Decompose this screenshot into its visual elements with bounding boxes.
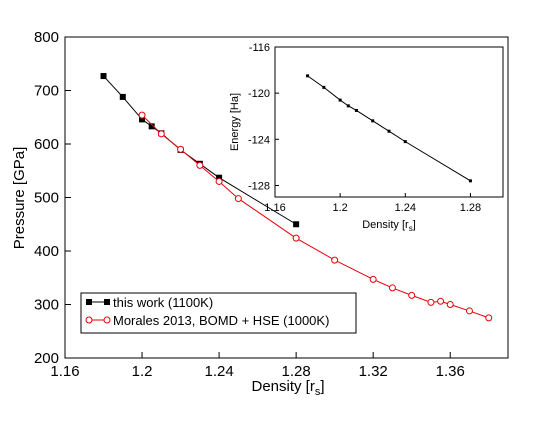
inset-x-tick-label: 1.28: [460, 202, 481, 214]
main-x-tick-label: 1.28: [282, 363, 311, 380]
main-series-0-point: [148, 123, 155, 130]
main-x-tick-label: 1.2: [132, 363, 153, 380]
main-y-tick-label: 700: [34, 83, 59, 100]
main-x-axis-title-subscript: s: [315, 386, 321, 398]
main-series-0-point: [216, 174, 223, 181]
inset-series-layer: [306, 74, 472, 183]
inset-series-0-point: [371, 119, 375, 123]
inset-x-tick-label: 1.16: [264, 202, 285, 214]
main-y-axis: 200 300 400 500 600 700 800: [34, 29, 71, 367]
main-x-tick-label: 1.16: [50, 363, 79, 380]
main-series-1-point: [369, 275, 377, 283]
main-series-0-point: [293, 221, 300, 228]
main-series-1-point: [292, 234, 300, 242]
inset-x-tick-label: 1.24: [395, 202, 416, 214]
inset-series-0-point: [322, 85, 326, 89]
main-series-1-point: [196, 161, 204, 169]
inset-x-axis-title-text: Density [r: [362, 219, 409, 231]
main-series-layer: [100, 73, 493, 322]
inset-x-axis: 1.16 1.2 1.24 1.28: [264, 193, 481, 214]
inset-series-0-point: [468, 179, 472, 183]
main-series-1-point: [427, 298, 435, 306]
main-series-1-point: [485, 314, 493, 322]
main-series-1-point: [465, 307, 473, 315]
inset-x-axis-title-subscript: s: [409, 224, 413, 233]
inset-y-axis-title: Energy [Ha]: [229, 93, 241, 151]
main-series-1-point: [138, 111, 146, 119]
legend: this work (1100K) Morales 2013, BOMD + H…: [80, 292, 357, 334]
main-y-tick-label: 600: [34, 136, 59, 153]
main-x-axis: 1.16 1.2 1.24 1.28 1.32 1.36: [50, 352, 465, 380]
main-x-tick-label: 1.32: [359, 363, 388, 380]
inset-series-0-point: [403, 140, 407, 144]
main-series-1-point: [437, 297, 445, 305]
main-x-axis-title: Density [rs]: [251, 378, 324, 398]
main-series-1-point: [388, 284, 396, 292]
legend-marker-morales: [85, 316, 93, 324]
inset-series-0-point: [346, 104, 350, 108]
main-x-axis-title-text: Density [r: [251, 378, 314, 395]
main-series-1-point: [157, 130, 165, 138]
main-series-1-point: [215, 177, 223, 185]
main-y-tick-label: 800: [34, 29, 59, 46]
legend-marker-this-work: [86, 299, 92, 305]
legend-label-morales: Morales 2013, BOMD + HSE (1000K): [113, 313, 329, 328]
main-chart: 1.16 1.2 1.24 1.28 1.32 1.36 200 300 400 500 600 7…: [11, 29, 509, 398]
inset-series-0-point: [354, 108, 358, 112]
main-series-0-point: [119, 93, 126, 100]
main-series-1-line: [141, 114, 489, 319]
inset-series-0-point: [387, 129, 391, 133]
main-series-1-point: [177, 145, 185, 153]
inset-x-tick-label: 1.2: [332, 202, 347, 214]
inset-series-0-point: [338, 98, 342, 102]
main-series-1-point: [234, 195, 242, 203]
inset-y-tick-label: -124: [248, 134, 270, 146]
inset-y-tick-label: -116: [249, 42, 270, 54]
inset-chart: 1.16 1.2 1.24 1.28 -116 -120 -124 -128 Density…: [229, 42, 504, 233]
inset-series-0-point: [306, 74, 310, 78]
inset-y-tick-label: -120: [248, 88, 270, 100]
main-y-axis-title: Pressure [GPa]: [11, 147, 28, 250]
main-series-0-point: [139, 116, 146, 123]
main-series-1-point: [446, 301, 454, 308]
legend-marker-morales-end: [103, 316, 111, 324]
main-series-0-point: [100, 73, 107, 80]
main-y-tick-label: 500: [34, 190, 59, 207]
main-y-tick-label: 200: [34, 350, 59, 367]
main-series-1-point: [408, 291, 416, 299]
main-y-tick-label: 400: [34, 243, 59, 260]
inset-x-axis-title: Density [rs]: [362, 219, 416, 233]
main-x-tick-label: 1.36: [436, 363, 465, 380]
inset-x-axis-title-end: ]: [413, 219, 416, 231]
main-y-tick-label: 300: [34, 297, 59, 314]
inset-y-tick-label: -128: [248, 180, 270, 192]
legend-marker-this-work-end: [104, 299, 110, 305]
legend-label-this-work: this work (1100K): [113, 295, 213, 310]
legend-box: [80, 292, 357, 334]
inset-y-axis: -116 -120 -124 -128: [248, 42, 279, 192]
inset-plot-frame: [274, 46, 504, 198]
main-x-tick-label: 1.24: [204, 363, 233, 380]
main-x-axis-title-end: ]: [320, 378, 324, 395]
main-series-1-point: [331, 256, 339, 264]
